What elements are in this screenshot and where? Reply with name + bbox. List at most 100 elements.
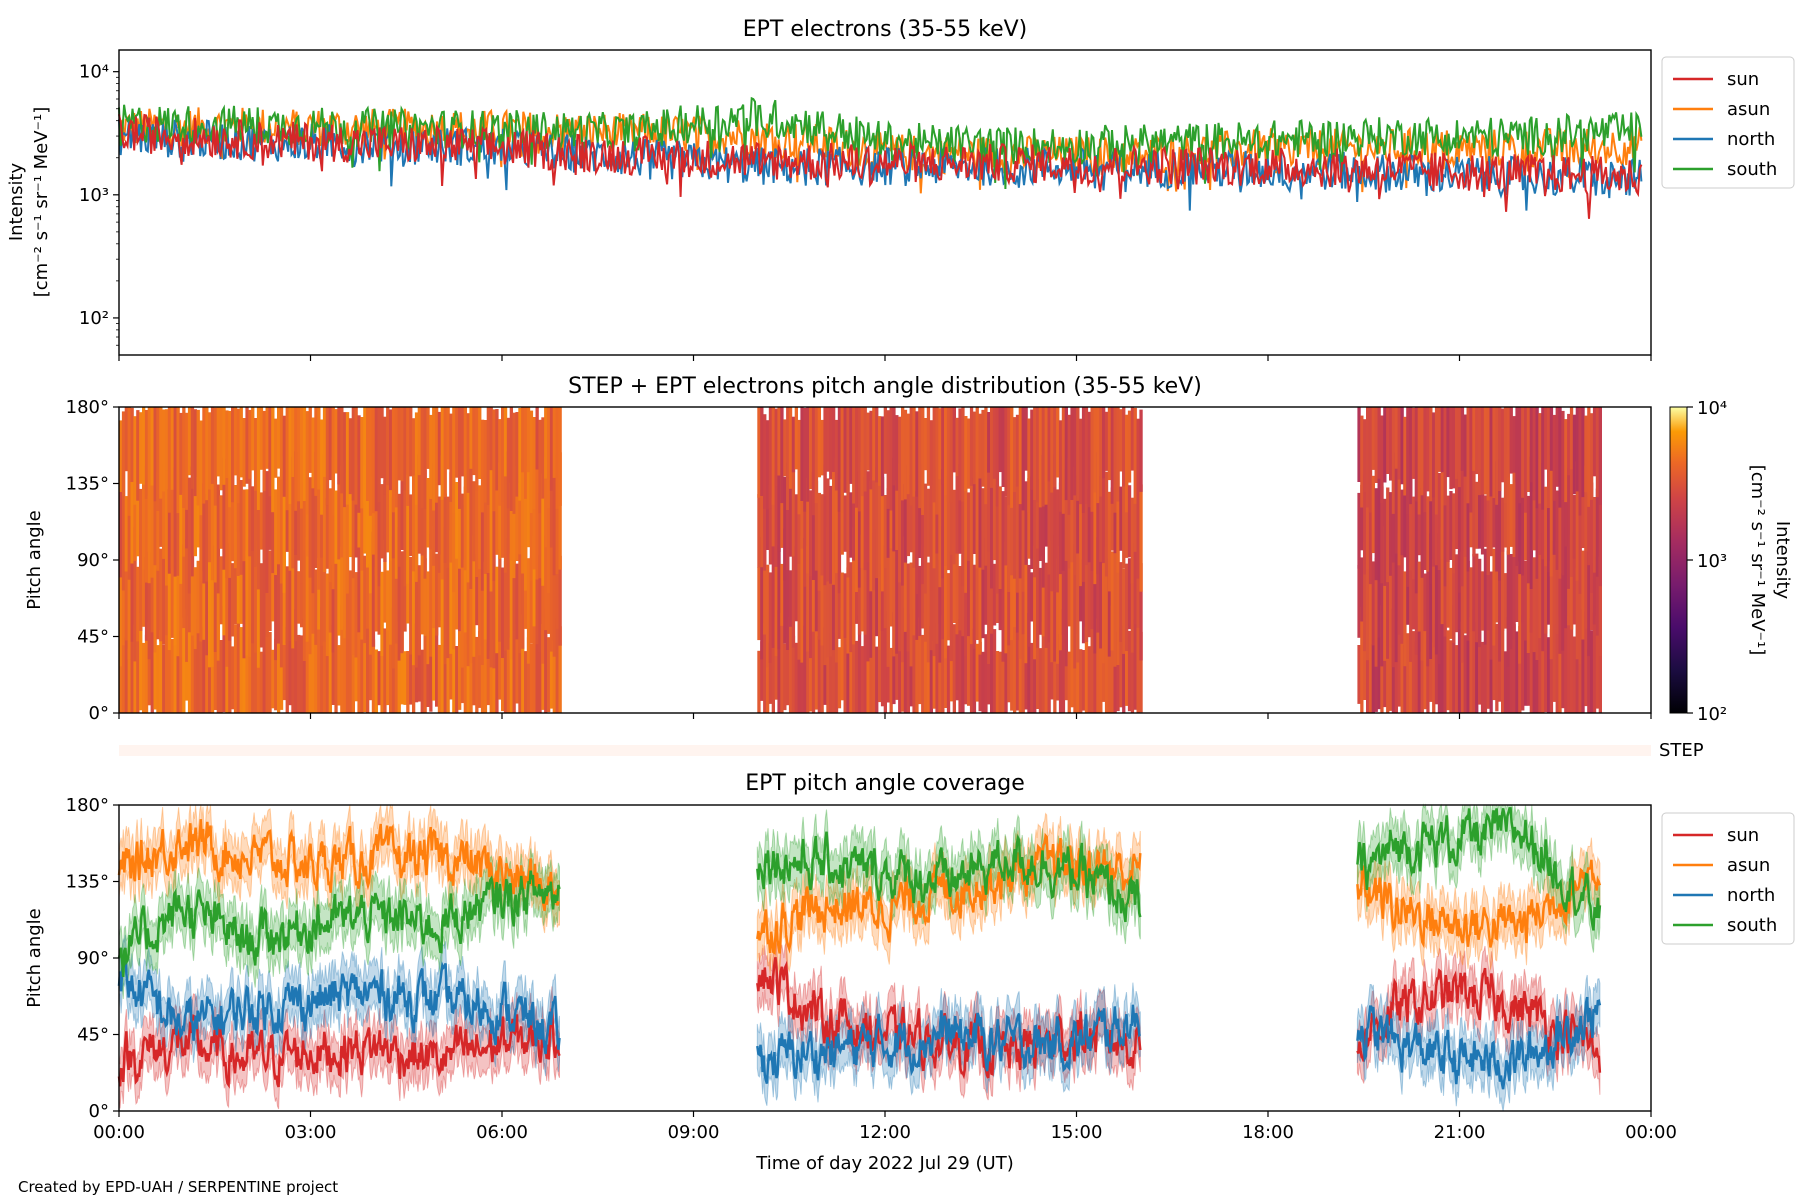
heatmap-cell: [340, 546, 344, 630]
heatmap-cell: [153, 460, 157, 566]
heatmap-cell: [213, 610, 218, 710]
heatmap-cell: [1483, 641, 1488, 713]
heatmap-cell: [509, 553, 513, 660]
heatmap-cell: [469, 457, 473, 589]
heatmap-cell: [538, 555, 542, 653]
x-tick-label: 12:00: [859, 1122, 911, 1143]
heatmap-cell: [1495, 407, 1499, 505]
heatmap-cell: [771, 497, 775, 547]
heatmap-cell: [975, 407, 979, 472]
heatmap-cell: [926, 646, 931, 713]
y-tick-label: 0°: [89, 1101, 109, 1122]
heatmap-cell: [1044, 562, 1048, 648]
heatmap-cell: [251, 486, 255, 551]
heatmap-cell: [875, 529, 879, 637]
heatmap-cell: [538, 606, 542, 713]
coverage-band-south: [118, 848, 560, 1000]
heatmap-cell: [1050, 407, 1054, 493]
heatmap-cell: [1102, 407, 1106, 479]
heatmap-cell: [486, 457, 490, 573]
heatmap-cell: [498, 462, 502, 559]
heatmap-cell: [297, 407, 301, 502]
heatmap-cell: [1515, 631, 1519, 713]
heatmap-cell: [340, 465, 344, 558]
heatmap-cell: [558, 452, 562, 570]
heatmap-cell: [406, 474, 410, 584]
heatmap-cell: [1030, 476, 1034, 569]
heatmap-cell: [1503, 496, 1508, 548]
heatmap-cell: [1360, 484, 1364, 551]
heatmap-cell: [300, 635, 304, 713]
heatmap-cell: [285, 566, 289, 644]
heatmap-cell: [159, 630, 163, 713]
heatmap-cell: [196, 477, 200, 548]
heatmap-cell: [1575, 407, 1579, 492]
heatmap-cell: [915, 411, 919, 497]
heatmap-cell: [472, 638, 476, 706]
heatmap-cell: [889, 547, 893, 627]
heatmap-cell: [938, 408, 942, 480]
heatmap-cell: [809, 628, 813, 712]
heatmap-cell: [472, 407, 476, 476]
heatmap-cell: [331, 565, 335, 653]
heatmap-cell: [903, 409, 908, 500]
heatmap-cell: [1475, 621, 1479, 713]
heatmap-cell: [317, 407, 321, 490]
heatmap-cell: [837, 647, 842, 709]
heatmap-cell: [984, 537, 988, 625]
legend-label-asun: asun: [1727, 99, 1770, 120]
heatmap-cell: [245, 619, 249, 713]
heatmap-cell: [990, 546, 994, 634]
heatmap-cell: [889, 407, 893, 511]
heatmap-cell: [777, 545, 781, 650]
heatmap-cell: [291, 613, 295, 713]
heatmap-cell: [458, 531, 462, 632]
heatmap-cell: [334, 535, 338, 646]
heatmap-cell: [394, 479, 399, 579]
heatmap-cell: [1532, 491, 1536, 551]
heatmap-cell: [423, 558, 427, 636]
heatmap-cell: [515, 563, 519, 640]
step-strip-bar: [119, 745, 1651, 756]
heatmap-cell: [869, 481, 873, 592]
heatmap-cell: [944, 564, 948, 659]
heatmap-cell: [932, 407, 936, 503]
heatmap-cell: [1139, 409, 1143, 492]
heatmap-cell: [1549, 407, 1554, 471]
heatmap-cell: [1076, 407, 1080, 501]
heatmap-cell: [233, 544, 238, 625]
heatmap-cell: [1437, 533, 1442, 664]
heatmap-cell: [932, 551, 936, 657]
heatmap-cell: [322, 454, 327, 572]
heatmap-cell: [1024, 407, 1028, 471]
heatmap-cell: [766, 564, 770, 668]
heatmap-cell: [1064, 540, 1068, 667]
heatmap-cell: [1432, 559, 1436, 648]
heatmap-cell: [277, 624, 281, 713]
heatmap-cell: [308, 550, 312, 655]
heatmap-cell: [1555, 540, 1559, 635]
heatmap-cell: [478, 407, 482, 479]
heatmap-cell: [990, 459, 994, 589]
heatmap-cell: [1386, 487, 1390, 583]
heatmap-cell: [1096, 452, 1100, 575]
heatmap-cell: [282, 415, 286, 497]
heatmap-cell: [1027, 478, 1031, 559]
heatmap-cell: [1377, 473, 1381, 582]
heatmap-cell: [800, 628, 804, 713]
heatmap-cell: [302, 618, 307, 713]
heatmap-cell: [1004, 541, 1008, 654]
heatmap-cell: [1440, 527, 1444, 625]
heatmap-cell: [1397, 452, 1401, 566]
heatmap-cell: [512, 412, 516, 514]
heatmap-cell: [1079, 493, 1083, 587]
heatmap-cell: [1547, 471, 1551, 573]
coverage-band-sun: [1356, 945, 1601, 1095]
heatmap-cell: [231, 563, 235, 637]
heatmap-cell: [1073, 467, 1077, 575]
heatmap-cell: [348, 477, 353, 558]
heatmap-cell: [783, 643, 787, 711]
heatmap-cell: [245, 489, 249, 591]
heatmap-cell: [969, 619, 974, 713]
heatmap-cell: [322, 616, 327, 713]
